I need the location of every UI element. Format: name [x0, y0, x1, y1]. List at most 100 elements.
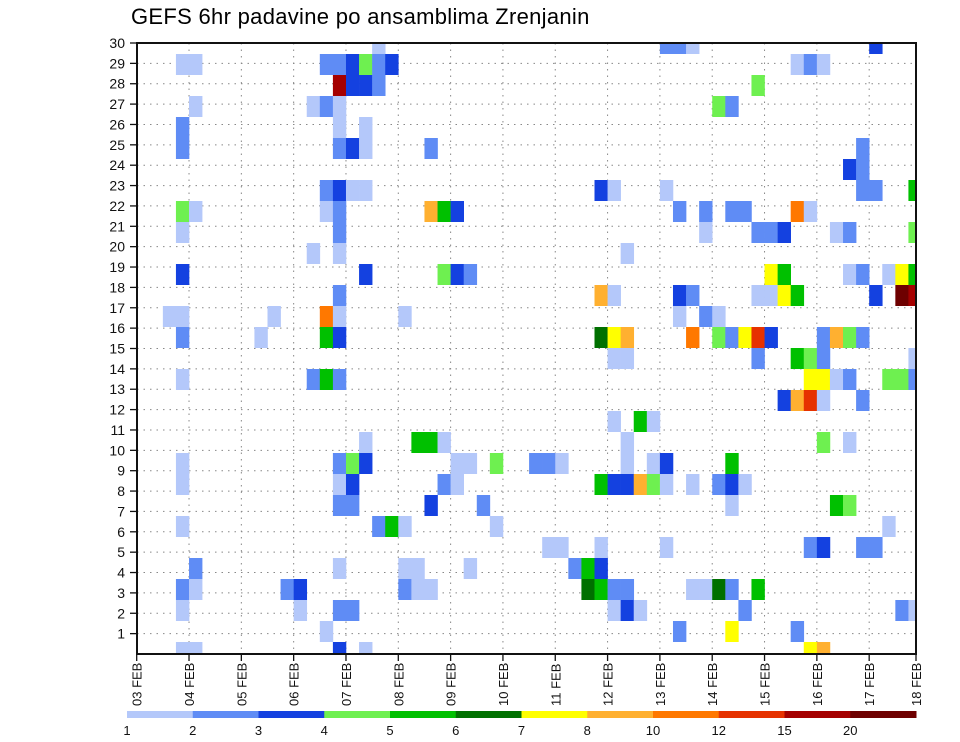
heatmap-cell — [843, 159, 857, 180]
heatmap-cell — [672, 285, 687, 306]
heatmap-cell — [542, 537, 556, 558]
heatmap-cell — [411, 579, 425, 600]
heatmap-cell — [672, 201, 687, 222]
heatmap-cell — [175, 264, 190, 285]
heatmap-cell — [424, 201, 438, 222]
heatmap-cell — [437, 432, 451, 453]
heatmap-cell — [581, 558, 595, 579]
legend-swatch — [127, 711, 194, 718]
heatmap-cell — [175, 327, 190, 348]
heatmap-cell — [345, 75, 360, 96]
heatmap-cell — [751, 222, 765, 243]
y-tick-label: 27 — [109, 96, 125, 112]
heatmap-cells — [162, 43, 916, 654]
legend-label: 1 — [123, 723, 130, 738]
heatmap-cell — [319, 369, 334, 390]
heatmap-cell — [463, 453, 478, 474]
heatmap-cell — [594, 285, 608, 306]
legend-swatch — [192, 711, 259, 718]
heatmap-cell — [175, 600, 190, 621]
heatmap-cell — [359, 75, 373, 96]
heatmap-cell — [751, 348, 765, 369]
heatmap-cell — [646, 474, 661, 495]
heatmap-cell — [725, 495, 739, 516]
heatmap-cell — [725, 327, 739, 348]
heatmap-cell — [594, 180, 608, 201]
heatmap-cell — [372, 516, 386, 537]
heatmap-cell — [686, 474, 700, 495]
x-tick-label: 17 FEB — [862, 663, 877, 706]
legend-swatch — [784, 711, 851, 718]
legend-label: 3 — [255, 723, 262, 738]
y-tick-label: 13 — [109, 381, 125, 397]
heatmap-cell — [175, 201, 190, 222]
heatmap-cell — [359, 138, 373, 159]
heatmap-cell — [764, 222, 778, 243]
legend-swatch — [258, 711, 325, 718]
heatmap-cell — [359, 453, 373, 474]
heatmap-cell — [332, 201, 347, 222]
heatmap-cell — [372, 54, 386, 75]
heatmap-cell — [332, 642, 347, 654]
heatmap-cell — [856, 180, 870, 201]
heatmap-cell — [672, 621, 687, 642]
heatmap-cell — [398, 579, 412, 600]
x-tick-label: 13 FEB — [653, 663, 668, 706]
heatmap-cell — [869, 180, 883, 201]
y-tick-label: 14 — [109, 361, 125, 377]
heatmap-cell — [620, 453, 635, 474]
heatmap-cell — [594, 537, 608, 558]
heatmap-cell — [764, 327, 778, 348]
heatmap-cell — [646, 411, 661, 432]
heatmap-cell — [319, 201, 334, 222]
heatmap-cell — [345, 600, 360, 621]
heatmap-cell — [672, 306, 687, 327]
heatmap-cell — [345, 54, 360, 75]
heatmap-cell — [633, 474, 648, 495]
heatmap-cell — [175, 516, 190, 537]
x-tick-label: 18 FEB — [909, 663, 924, 706]
heatmap-cell — [332, 96, 347, 117]
heatmap-cell — [424, 432, 438, 453]
heatmap-cell — [175, 138, 190, 159]
heatmap-cell — [777, 390, 791, 411]
heatmap-cell — [359, 180, 373, 201]
heatmap-cell — [594, 558, 608, 579]
heatmap-cell — [829, 495, 844, 516]
x-tick-label: 10 FEB — [496, 663, 511, 706]
heatmap-cell — [189, 201, 203, 222]
heatmap-cell — [345, 453, 360, 474]
legend-swatch — [324, 711, 391, 718]
heatmap-cell — [790, 390, 805, 411]
heatmap-cell — [856, 264, 870, 285]
heatmap-cell — [895, 369, 909, 390]
y-tick-label: 30 — [109, 35, 125, 51]
heatmap-cell — [725, 453, 739, 474]
heatmap-cell — [895, 600, 909, 621]
heatmap-cell — [359, 54, 373, 75]
heatmap-cell — [359, 642, 373, 654]
heatmap-cell — [189, 642, 203, 654]
heatmap-cell — [332, 243, 347, 264]
heatmap-cell — [555, 537, 569, 558]
heatmap-cell — [476, 495, 491, 516]
heatmap-cell — [659, 537, 674, 558]
heatmap-cell — [699, 201, 713, 222]
heatmap-cell — [633, 411, 648, 432]
heatmap-cell — [332, 222, 347, 243]
x-tick-label: 09 FEB — [444, 663, 459, 706]
heatmap-cell — [175, 54, 190, 75]
heatmap-cell — [398, 306, 412, 327]
heatmap-cell — [699, 306, 713, 327]
heatmap-cell — [751, 75, 765, 96]
heatmap-cell — [398, 558, 412, 579]
heatmap-cell — [738, 327, 752, 348]
heatmap-cell — [463, 558, 478, 579]
heatmap-cell — [725, 579, 739, 600]
heatmap-cell — [568, 558, 582, 579]
legend-swatch — [850, 711, 917, 718]
heatmap-cell — [319, 621, 334, 642]
heatmap-cell — [856, 390, 870, 411]
heatmap-cell — [372, 43, 386, 54]
